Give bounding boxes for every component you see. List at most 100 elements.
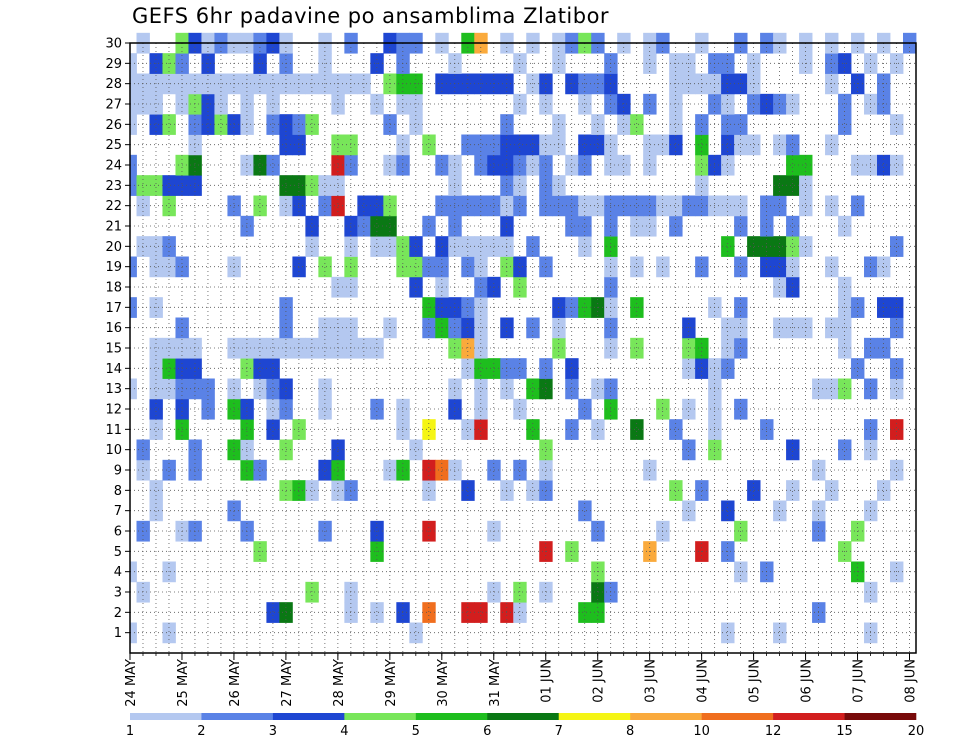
y-tick-label: 5 xyxy=(114,545,122,560)
colorbar-swatch xyxy=(272,713,345,720)
x-tick-label: 04 JUN xyxy=(696,659,711,703)
heatmap-cell xyxy=(734,195,748,217)
y-tick-label: 7 xyxy=(114,504,122,519)
heatmap-cell xyxy=(851,358,865,379)
heatmap-cell xyxy=(305,236,319,257)
heatmap-cell xyxy=(734,256,748,278)
y-axis: 1234567891011121314151617181920212223242… xyxy=(105,37,130,641)
heatmap-cell xyxy=(513,93,527,115)
heatmap-cell xyxy=(539,378,553,400)
heatmap-cell xyxy=(565,419,579,440)
heatmap-cell xyxy=(695,358,709,379)
heatmap-cell xyxy=(890,236,904,257)
heatmap-cell xyxy=(149,93,163,115)
heatmap-cell xyxy=(344,602,358,623)
heatmap-cell xyxy=(890,459,904,481)
heatmap-cell xyxy=(617,195,631,217)
colorbar-swatch xyxy=(344,713,417,720)
x-tick-label: 01 JUN xyxy=(540,659,555,703)
heatmap-cell xyxy=(591,195,605,217)
heatmap-cell xyxy=(682,439,696,461)
heatmap-cell xyxy=(591,419,605,440)
heatmap-cell xyxy=(539,358,553,379)
heatmap-cell xyxy=(786,134,800,156)
heatmap-cell xyxy=(773,134,787,156)
heatmap-cell xyxy=(747,236,761,257)
heatmap-cell xyxy=(669,215,683,237)
heatmap-cell xyxy=(422,602,436,623)
heatmap-cell xyxy=(890,419,904,440)
y-tick-label: 28 xyxy=(105,77,122,92)
grid-layer xyxy=(130,42,916,653)
heatmap-cell xyxy=(130,53,137,74)
heatmap-cell xyxy=(487,236,501,257)
heatmap-cell xyxy=(149,114,163,135)
heatmap-cell xyxy=(643,154,657,176)
y-tick-label: 21 xyxy=(105,220,122,235)
heatmap-cell xyxy=(292,480,306,501)
colorbar-label: 6 xyxy=(483,724,491,739)
heatmap-cell xyxy=(721,358,735,379)
heatmap-cell xyxy=(539,175,553,196)
heatmap-cell xyxy=(578,215,592,237)
heatmap-cell xyxy=(773,622,787,644)
heatmap-cell xyxy=(409,256,423,278)
heatmap-cell xyxy=(149,480,163,501)
heatmap-cell xyxy=(409,439,423,461)
colorbar-swatch xyxy=(773,713,845,720)
heatmap-cell xyxy=(201,93,215,115)
x-tick-label: 30 MAY xyxy=(436,659,451,707)
heatmap-cell xyxy=(130,93,137,115)
heatmap-cell xyxy=(136,459,150,481)
heatmap-cell xyxy=(461,337,475,359)
heatmap-cell xyxy=(773,236,787,257)
heatmap-cell xyxy=(695,256,709,278)
heatmap-cell xyxy=(487,154,501,176)
heatmap-cell xyxy=(890,154,904,176)
heatmap-cell xyxy=(669,419,683,440)
heatmap-cell xyxy=(890,114,904,135)
y-tick-label: 11 xyxy=(105,423,122,438)
heatmap-cell xyxy=(851,154,865,176)
heatmap-cell xyxy=(513,358,527,379)
heatmap-cell xyxy=(253,459,267,481)
y-tick-label: 13 xyxy=(105,382,122,397)
heatmap-cell xyxy=(396,236,410,257)
heatmap-cell xyxy=(825,195,839,217)
y-tick-label: 22 xyxy=(105,199,122,214)
heatmap-cell xyxy=(786,256,800,278)
y-tick-label: 19 xyxy=(105,260,122,275)
heatmap-cell xyxy=(357,337,371,359)
heatmap-cell xyxy=(396,93,410,115)
heatmap-cell xyxy=(890,378,904,400)
colorbar: 1 2 3 4 5 6 7 8 10 12 15 20 xyxy=(126,713,924,739)
heatmap-cell xyxy=(344,215,358,237)
heatmap-cell xyxy=(240,439,254,461)
heatmap-cell xyxy=(695,480,709,501)
heatmap-cell xyxy=(539,134,553,156)
heatmap-cell xyxy=(266,419,280,440)
heatmap-cell xyxy=(682,398,696,420)
heatmap-cell xyxy=(643,195,657,217)
y-tick-label: 20 xyxy=(105,240,122,255)
heatmap-cell xyxy=(786,93,800,115)
colorbar-label: 3 xyxy=(269,724,277,739)
heatmap-cell xyxy=(786,215,800,237)
heatmap-cell xyxy=(240,358,254,379)
heatmap-cell xyxy=(357,215,371,237)
heatmap-cell xyxy=(773,175,787,196)
heatmap-cell xyxy=(461,419,475,440)
heatmap-cell xyxy=(643,134,657,156)
heatmap-cell xyxy=(474,236,488,257)
y-tick-label: 1 xyxy=(114,626,122,641)
heatmap-cell xyxy=(292,195,306,217)
heatmap-cell xyxy=(591,378,605,400)
heatmap-cell xyxy=(526,480,540,501)
heatmap-cell xyxy=(318,398,332,420)
heatmap-cell xyxy=(721,337,735,359)
heatmap-cell xyxy=(266,602,280,623)
heatmap-cell xyxy=(721,93,735,115)
heatmap-cell xyxy=(526,236,540,257)
heatmap-cell xyxy=(162,114,176,135)
heatmap-cell xyxy=(851,195,865,217)
